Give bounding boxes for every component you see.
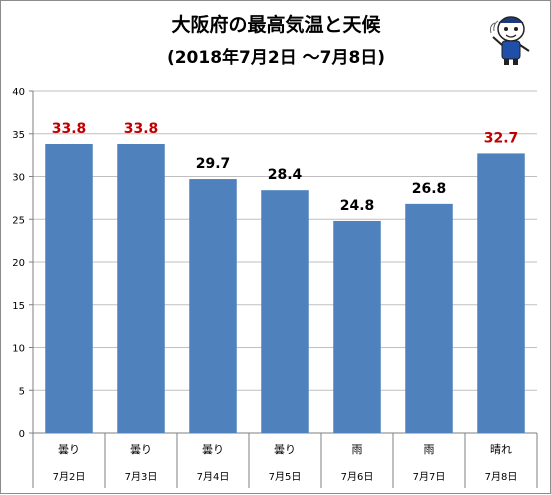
data-label: 33.8 <box>52 121 87 137</box>
x-tick-label: 7月7日 <box>413 471 446 483</box>
y-tick-label: 0 <box>19 429 25 440</box>
x-tick-label: 7月3日 <box>125 471 158 483</box>
data-label: 32.7 <box>484 130 519 146</box>
weather-label: 雨 <box>352 443 363 456</box>
data-label: 26.8 <box>412 181 447 197</box>
bar <box>333 220 381 433</box>
bar <box>261 190 309 433</box>
chart-title: 大阪府の最高気温と天候 <box>171 13 381 36</box>
y-tick-label: 5 <box>19 386 25 397</box>
bar <box>45 144 93 433</box>
x-tick-label: 7月8日 <box>485 471 518 483</box>
weather-label: 曇り <box>130 443 152 456</box>
y-tick-label: 15 <box>12 301 25 312</box>
chart-subtitle: (2018年7月2日 〜7月8日) <box>167 47 385 68</box>
y-tick-label: 40 <box>12 87 25 98</box>
y-tick-label: 10 <box>12 344 25 355</box>
x-tick-label: 7月4日 <box>197 471 230 483</box>
bar <box>405 203 453 433</box>
bar <box>477 153 525 434</box>
data-label: 28.4 <box>268 167 303 183</box>
weather-label: 雨 <box>424 443 435 456</box>
x-tick-label: 7月2日 <box>53 471 86 483</box>
y-tick-label: 30 <box>12 173 25 184</box>
data-label: 24.8 <box>340 198 375 214</box>
x-tick-label: 7月5日 <box>269 471 302 483</box>
bar <box>189 179 237 433</box>
mascot-icon <box>490 16 530 65</box>
weather-label: 晴れ <box>490 443 512 456</box>
y-tick-label: 25 <box>12 215 25 226</box>
weather-label: 曇り <box>202 443 224 456</box>
data-label: 33.8 <box>124 121 159 137</box>
x-tick-label: 7月6日 <box>341 471 374 483</box>
weather-label: 曇り <box>274 443 296 456</box>
bar <box>117 144 165 433</box>
data-label: 29.7 <box>196 156 231 172</box>
y-tick-label: 35 <box>12 130 25 141</box>
weather-label: 曇り <box>58 443 80 456</box>
y-tick-label: 20 <box>12 258 25 269</box>
